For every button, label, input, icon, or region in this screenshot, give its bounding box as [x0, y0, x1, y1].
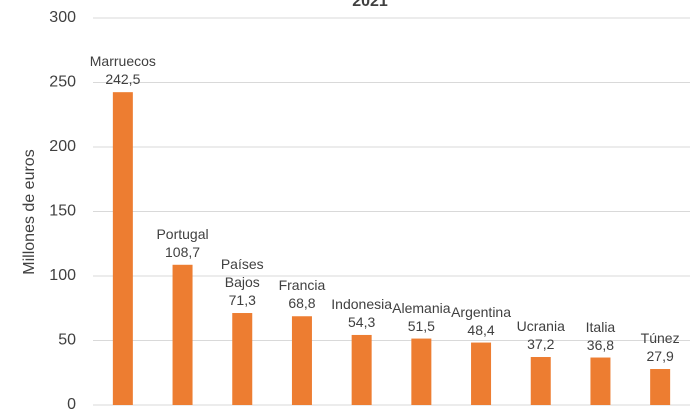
data-label: Ucrania 37,2 — [517, 317, 565, 353]
bar — [471, 342, 492, 405]
y-tick-label: 100 — [49, 267, 76, 284]
data-label: Argentina 48,4 — [451, 303, 511, 339]
data-label: Alemania 51,5 — [392, 299, 450, 335]
y-axis-label: Millones de euros — [21, 149, 38, 274]
category-label: Países Bajos — [220, 256, 264, 291]
y-tick-label: 50 — [58, 332, 76, 349]
bar — [172, 264, 193, 405]
data-label: Países Bajos 71,3 — [202, 255, 282, 309]
value-label: 71,3 — [228, 292, 256, 309]
data-label: Indonesia 54,3 — [331, 295, 392, 331]
bar — [590, 357, 611, 405]
y-tick-label: 250 — [49, 74, 76, 91]
category-label: Portugal — [156, 225, 209, 242]
category-label: Argentina — [451, 303, 512, 320]
y-tick-label: 300 — [49, 9, 76, 26]
category-label: Ucrania — [516, 318, 565, 335]
value-label: 48,4 — [467, 321, 495, 338]
category-label: Italia — [585, 318, 616, 335]
category-label: Marruecos — [89, 53, 156, 70]
bar — [650, 369, 671, 405]
category-label: Francia — [278, 277, 326, 294]
value-label: 51,5 — [407, 317, 435, 334]
data-label: Marruecos 242,5 — [90, 52, 156, 88]
bar — [351, 334, 372, 405]
value-label: 27,9 — [646, 348, 674, 365]
bar — [411, 338, 432, 405]
bar — [232, 313, 253, 405]
value-label: 37,2 — [527, 336, 555, 353]
bar — [530, 357, 551, 405]
value-label: 68,8 — [288, 295, 316, 312]
data-label: Francia 68,8 — [279, 276, 326, 312]
value-label: 108,7 — [165, 243, 201, 260]
data-label: Italia 36,8 — [586, 318, 616, 354]
category-label: Alemania — [392, 299, 451, 316]
data-label: Portugal 108,7 — [156, 225, 208, 261]
data-label: Túnez 27,9 — [641, 329, 680, 365]
value-label: 54,3 — [348, 313, 376, 330]
chart-title: 2021 — [352, 0, 388, 10]
value-label: 242,5 — [105, 71, 141, 88]
bar — [291, 316, 312, 405]
y-tick-label: 150 — [49, 203, 76, 220]
y-tick-label: 0 — [67, 396, 76, 410]
bar — [112, 92, 133, 406]
y-tick-label: 200 — [49, 138, 76, 155]
category-label: Túnez — [640, 330, 680, 347]
category-label: Indonesia — [331, 295, 392, 312]
value-label: 36,8 — [586, 336, 615, 353]
